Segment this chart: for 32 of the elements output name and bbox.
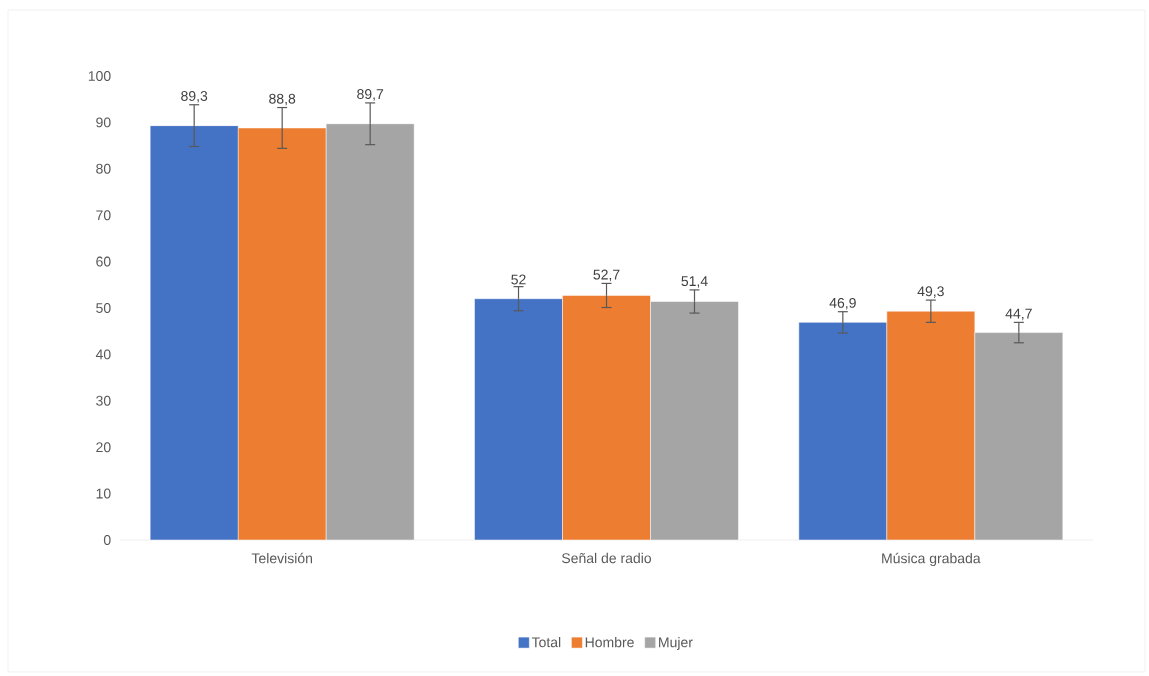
bar (325, 123, 415, 540)
y-tick-label: 70 (96, 210, 111, 221)
data-label: 49,3 (917, 286, 944, 298)
y-tick-label: 50 (96, 303, 111, 313)
bar (474, 298, 563, 540)
data-label: 44,7 (1005, 308, 1032, 321)
data-label: 89,7 (357, 89, 384, 101)
y-tick-label: 90 (96, 117, 111, 128)
data-label: 89,3 (181, 90, 208, 103)
y-tick-label: 10 (96, 488, 111, 499)
bar (149, 125, 239, 540)
y-tick-label: 80 (96, 163, 111, 174)
data-label: 52,7 (593, 269, 620, 282)
data-label: 52 (511, 274, 526, 285)
bar (974, 332, 1064, 540)
data-label: 88,8 (269, 93, 296, 106)
legend-label: Hombre (585, 636, 634, 648)
legend-label: Mujer (659, 636, 693, 651)
y-tick-label: 60 (96, 256, 111, 267)
y-tick-label: 40 (95, 349, 111, 360)
x-tick-label: Señal de radio (562, 552, 652, 564)
y-tick-label: 0 (103, 535, 111, 545)
y-tick-label: 100 (88, 71, 111, 81)
y-tick-label: 30 (96, 395, 111, 406)
data-label: 46,9 (829, 297, 856, 310)
bar (798, 322, 888, 540)
x-tick-label: Música grabada (882, 552, 981, 567)
data-label: 51,4 (681, 276, 708, 288)
bar (650, 301, 739, 540)
legend-label: Total (531, 636, 561, 648)
y-tick-label: 20 (96, 442, 111, 453)
x-tick-label: Televisión (251, 552, 313, 564)
